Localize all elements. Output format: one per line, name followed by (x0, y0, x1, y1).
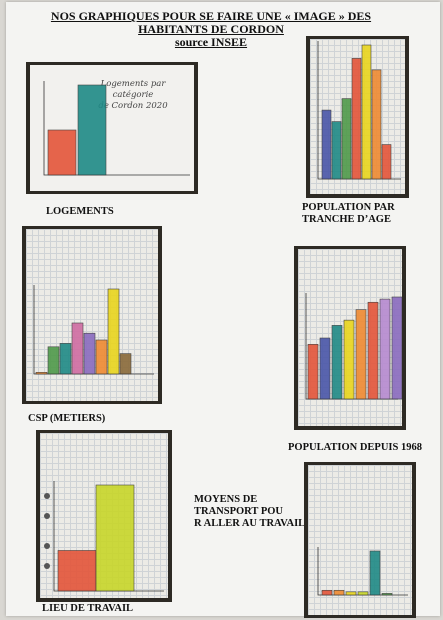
chart-bar (361, 44, 372, 180)
logements-paper: Logements par catégorie de Cordon 2020 (30, 65, 194, 191)
lieu-travail-chart (53, 481, 164, 592)
chart-bar (119, 353, 132, 375)
population-1968-photo (294, 246, 406, 430)
population-age-chart (317, 41, 401, 180)
handwritten-line-2: de Cordon 2020 (98, 101, 168, 111)
chart-bar (357, 591, 369, 596)
logements-handwritten-title: Logements par catégorie de Cordon 2020 (85, 79, 181, 112)
population-age-photo (306, 36, 409, 198)
csp-paper (26, 229, 158, 401)
binder-hole (44, 543, 50, 549)
label-transport-3: R ALLER AU TRAVAIL (194, 518, 306, 529)
chart-bar (345, 591, 357, 596)
label-csp: CSP (METIERS) (28, 413, 106, 424)
chart-bar (77, 84, 107, 176)
logements-photo: Logements par catégorie de Cordon 2020 (26, 62, 198, 194)
label-population-age-1: POPULATION PAR (302, 202, 395, 213)
population-1968-paper (298, 249, 402, 426)
chart-bar (351, 58, 362, 180)
label-population-1968: POPULATION DEPUIS 1968 (288, 442, 422, 453)
chart-bar (381, 593, 393, 596)
label-transport: MOYENS DE TRANSPORT POU R ALLER AU TRAVA… (194, 494, 305, 530)
chart-bar (333, 589, 345, 596)
chart-bar (321, 109, 332, 180)
population-age-paper (310, 39, 405, 194)
chart-bar (379, 298, 391, 400)
chart-axis (305, 293, 398, 400)
chart-bar (369, 550, 381, 596)
label-lieu-travail: LIEU DE TRAVAIL (42, 603, 134, 614)
chart-axis (317, 547, 408, 596)
chart-bar (371, 69, 382, 180)
lieu-travail-paper (40, 433, 168, 598)
title-line-2: HABITANTS DE CORDON (138, 22, 284, 36)
chart-bar (57, 550, 97, 592)
chart-bar (35, 372, 48, 375)
chart-bar (83, 332, 96, 375)
chart-bar (307, 344, 319, 400)
chart-bar (71, 322, 84, 375)
label-population-age-2: TRANCHE D’AGE (302, 214, 391, 225)
chart-bar (95, 339, 108, 375)
chart-bar (343, 319, 355, 400)
title-line-1: NOS GRAPHIQUES POUR SE FAIRE UNE « IMAGE… (50, 9, 372, 23)
chart-axis (43, 81, 190, 176)
title-line-3: source INSEE (174, 35, 248, 49)
chart-bar (319, 337, 331, 400)
chart-bar (331, 325, 343, 400)
chart-bar (321, 589, 333, 596)
transport-chart (317, 547, 408, 596)
label-population-age: POPULATION PAR TRANCHE D’AGE (302, 202, 395, 226)
chart-bar (47, 346, 60, 375)
chart-bar (59, 343, 72, 375)
chart-bar (355, 309, 367, 400)
logements-chart (43, 81, 190, 176)
chart-bar (95, 484, 135, 592)
csp-chart (33, 285, 154, 375)
label-logements: LOGEMENTS (46, 206, 114, 217)
binder-hole (44, 493, 50, 499)
csp-photo (22, 226, 162, 404)
label-transport-2: TRANSPORT POU (194, 506, 283, 517)
chart-bar (381, 144, 392, 180)
handwritten-line-1: Logements par catégorie (100, 79, 166, 100)
chart-bar (367, 301, 379, 400)
chart-bar (391, 296, 402, 400)
binder-hole (44, 513, 50, 519)
chart-bar (331, 121, 342, 180)
page-title: NOS GRAPHIQUES POUR SE FAIRE UNE « IMAGE… (46, 10, 376, 49)
lieu-travail-photo (36, 430, 172, 602)
transport-photo (304, 462, 416, 618)
population-1968-chart (305, 293, 402, 400)
chart-bar (107, 288, 120, 375)
chart-bar (47, 129, 77, 176)
binder-hole (44, 563, 50, 569)
transport-paper (308, 465, 412, 615)
chart-bar (341, 98, 352, 180)
label-transport-1: MOYENS DE (194, 494, 258, 505)
document-sheet: NOS GRAPHIQUES POUR SE FAIRE UNE « IMAGE… (6, 2, 440, 618)
